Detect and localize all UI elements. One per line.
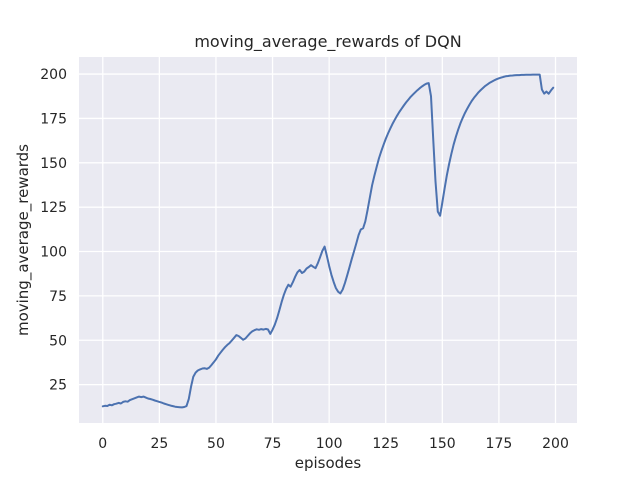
x-tick-label: 0: [98, 436, 107, 452]
x-axis-label: episodes: [294, 454, 362, 472]
chart-title: moving_average_rewards of DQN: [194, 32, 462, 51]
y-tick-label: 150: [40, 156, 67, 172]
y-axis-label: moving_average_rewards: [14, 143, 32, 337]
y-tick-label: 200: [40, 67, 67, 83]
x-tick-label: 75: [264, 436, 282, 452]
axes-background: [79, 57, 577, 423]
x-tick-label: 200: [542, 436, 569, 452]
x-tick-label: 175: [486, 436, 513, 452]
x-tick-label: 100: [316, 436, 343, 452]
y-tick-label: 100: [40, 245, 67, 261]
x-tick-label: 150: [429, 436, 456, 452]
x-tick-label: 25: [150, 436, 168, 452]
x-tick-label: 50: [207, 436, 225, 452]
y-tick-label: 125: [40, 200, 67, 216]
y-tick-label: 50: [49, 333, 67, 349]
y-tick-label: 75: [49, 289, 67, 305]
y-tick-label: 25: [49, 378, 67, 394]
reward-line: [101, 73, 555, 409]
y-tick-label: 175: [40, 111, 67, 127]
x-tick-label: 125: [372, 436, 399, 452]
